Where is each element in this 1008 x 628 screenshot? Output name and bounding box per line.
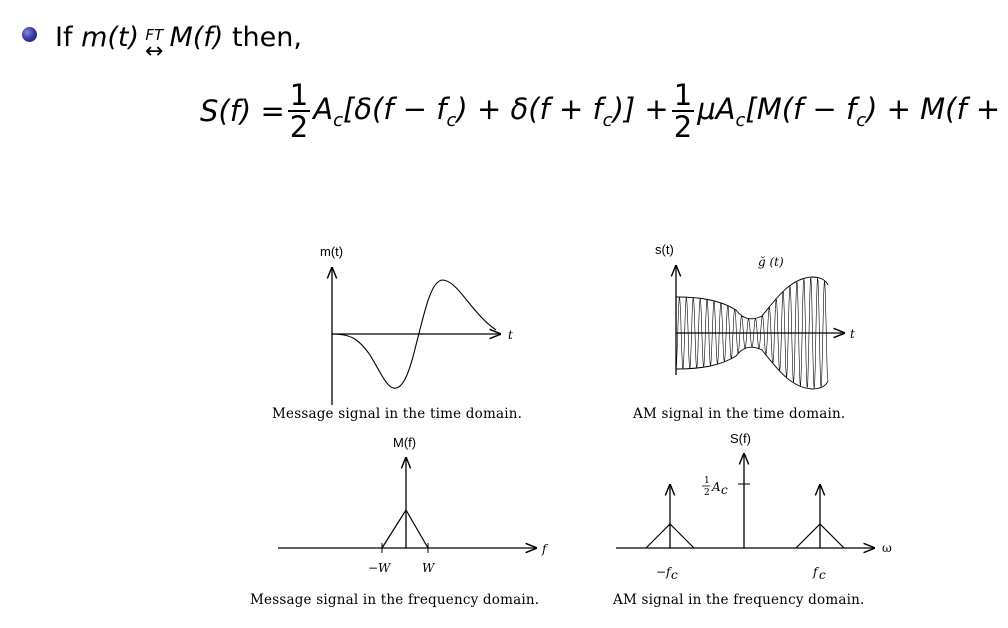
bullet-prefix: If: [55, 22, 73, 53]
ylabel-M-f: M(f): [393, 435, 416, 450]
bullet-statement: If m(t) FT ↔ M(f) then,: [22, 22, 302, 67]
eq-frac-1-den: 2: [289, 110, 309, 145]
figure-panel: m(t) t s(t) ğ (t) t M(f) f −W W: [230, 230, 930, 620]
caption-am-frequency: AM signal in the frequency domain.: [613, 592, 865, 608]
tick-label-neg-fc: −f c: [656, 565, 678, 582]
carrier-waveform: [675, 277, 829, 389]
caption-message-time: Message signal in the time domain.: [272, 406, 523, 422]
bullet-suffix: then,: [231, 22, 302, 53]
bullet-rhs: M(f): [169, 22, 224, 53]
eq-frac-2-den: 2: [673, 110, 693, 145]
eq-lhs: S(f) =: [200, 94, 285, 129]
xlabel-f: f: [541, 542, 549, 556]
svg-text:f: f: [812, 565, 820, 579]
svg-text:c: c: [721, 483, 728, 497]
plot-am-frequency: S(f) ω 1 2 A c −f c f c: [616, 431, 892, 582]
svg-text:1: 1: [704, 476, 710, 486]
caption-message-frequency: Message signal in the frequency domain.: [250, 592, 540, 608]
eq-frac-1-num: 1: [287, 78, 311, 113]
ylabel-s-t: s(t): [655, 242, 674, 257]
figure-svg: m(t) t s(t) ğ (t) t M(f) f −W W: [278, 242, 892, 582]
bullet-icon: [22, 27, 37, 42]
eq-frac-2: 1 2: [671, 78, 695, 145]
svg-text:c: c: [671, 568, 678, 582]
upper-envelope: [675, 276, 829, 320]
ft-label: FT: [145, 26, 164, 44]
sideband-pos: [795, 523, 845, 549]
eq-term-2: μAc[M(f − fc) + M(f + f: [697, 92, 1008, 131]
eq-frac-1: 1 2: [287, 78, 311, 145]
fourier-transform-operator: FT ↔: [145, 26, 164, 64]
xlabel-omega: ω: [882, 541, 892, 555]
carrier-oscillation: [675, 277, 829, 389]
svg-text:c: c: [819, 568, 826, 582]
message-waveform: [331, 279, 497, 389]
lower-envelope: [675, 346, 829, 390]
svg-text:A: A: [711, 480, 721, 494]
eq-term-1: Ac[δ(f − fc) + δ(f + fc)] +: [313, 92, 669, 131]
ylabel-m-t: m(t): [320, 244, 343, 259]
impulse-amplitude-label: 1 2 A c: [702, 476, 728, 498]
tick-label-pos-w: W: [422, 561, 436, 575]
ft-arrow: ↔: [145, 39, 164, 64]
svg-text:−f: −f: [656, 565, 673, 579]
eq-frac-2-num: 1: [671, 78, 695, 113]
envelope-label: ğ (t): [758, 255, 784, 269]
tick-label-neg-w: −W: [368, 561, 392, 575]
caption-am-time: AM signal in the time domain.: [633, 406, 846, 422]
svg-text:2: 2: [704, 488, 710, 498]
plot-message-frequency: M(f) f −W W: [278, 435, 549, 575]
ylabel-S-f: S(f): [730, 431, 751, 446]
bullet-lhs: m(t): [81, 22, 140, 53]
tick-label-pos-fc: f c: [812, 565, 826, 582]
message-spectrum: [381, 508, 429, 549]
plot-message-time: m(t) t: [320, 244, 513, 405]
plot-am-time: s(t) ğ (t) t: [655, 242, 855, 390]
xlabel-t: t: [508, 328, 513, 342]
am-spectrum-equation: S(f) = 1 2 Ac[δ(f − fc) + δ(f + fc)] + 1…: [200, 80, 1008, 143]
xlabel-t: t: [850, 327, 855, 341]
sideband-neg: [645, 523, 695, 549]
